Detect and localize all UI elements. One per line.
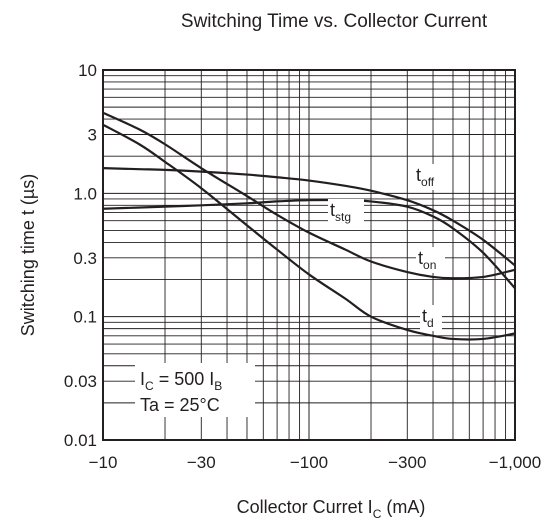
y-axis-label: Switching time t (µs) [18,174,38,336]
series-label-bg [328,199,364,225]
condition-line: IC = 500 IB [140,369,222,393]
series-label-t-stg: tstg [330,200,351,224]
series-label-t-d: td [422,306,434,330]
chart-title: Switching Time vs. Collector Current [181,11,488,32]
x-axis-label-sub: C [373,507,382,521]
series-line-t-off [102,167,516,267]
y-tick-label: 0.01 [64,431,97,450]
x-tick-label: −10 [89,453,118,472]
y-tick-label: 1.0 [73,184,97,203]
plot-frame [102,69,516,441]
series-label-bg [416,247,445,273]
condition-line: Ta = 25°C [140,395,220,415]
curve-labels: toff tstg ton td [328,164,450,331]
series-line-t-on [102,111,516,280]
series-label-bg [414,164,450,190]
x-tick-label: −1,000 [489,453,541,472]
x-tick-label: −30 [187,453,216,472]
tick-labels: −10 −30 −100 −300 −1,000 10 3 1.0 0.3 0.1 0.03 0.01 [64,61,541,472]
y-tick-label: 3 [88,125,97,144]
x-tick-label: −300 [388,453,426,472]
x-axis-label-text: Collector Curret I [237,497,373,517]
series-label-t-off: toff [416,165,435,189]
y-tick-label: 0.1 [73,308,97,327]
y-tick-label: 0.3 [73,249,97,268]
series-label-bg [420,305,442,331]
series-label-t-on: ton [418,248,436,272]
y-tick-label: 10 [78,61,97,80]
x-axis-label-unit: (mA) [381,497,425,517]
y-tick-label: 0.03 [64,372,97,391]
x-tick-label: −100 [290,453,328,472]
x-axis-label: Collector Curret IC (mA) [237,497,426,521]
series-line-t-d [102,123,516,341]
conditions-bg [135,363,255,417]
